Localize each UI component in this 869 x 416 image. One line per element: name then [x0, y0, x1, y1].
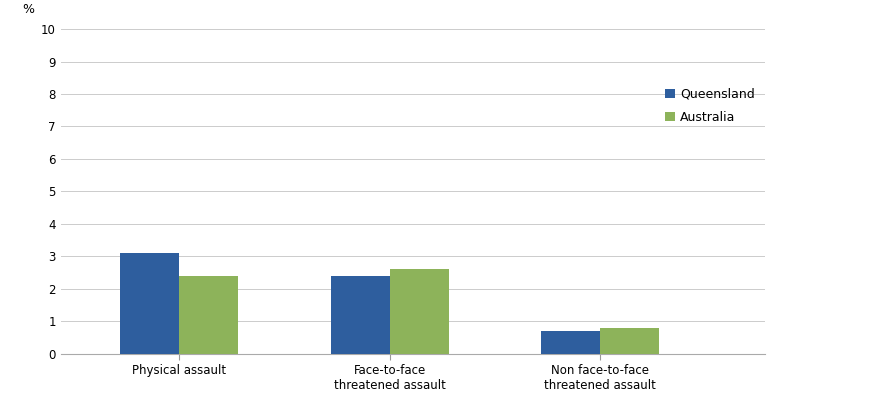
Bar: [120, 253, 179, 354]
Bar: [390, 269, 449, 354]
Bar: [330, 276, 390, 354]
Bar: [179, 276, 238, 354]
Text: %: %: [22, 3, 34, 16]
Bar: [541, 331, 600, 354]
Bar: [600, 328, 660, 354]
Legend: Queensland, Australia: Queensland, Australia: [661, 84, 759, 128]
